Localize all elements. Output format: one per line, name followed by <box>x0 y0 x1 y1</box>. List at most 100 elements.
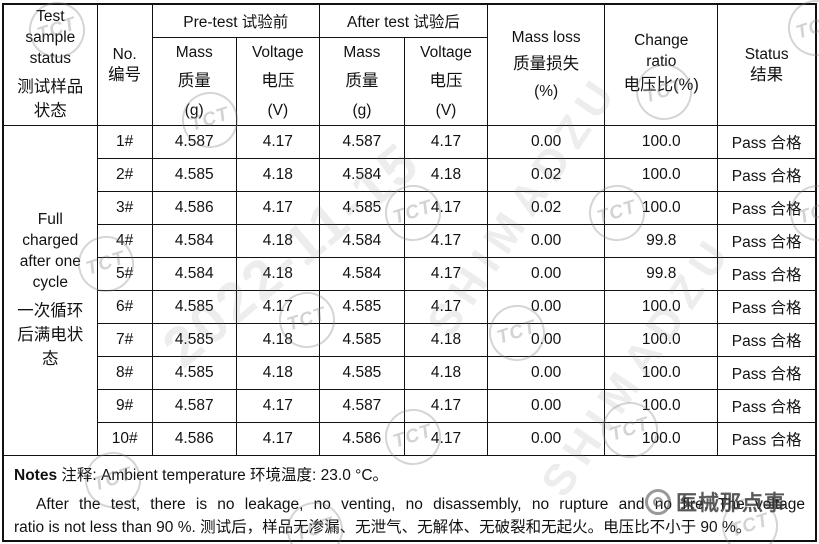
after-mass-cell: 4.584 <box>318 223 405 258</box>
pre-mass-cell: 4.585 <box>151 355 237 390</box>
after-mass-cell: 4.585 <box>318 355 405 390</box>
header-after-voltage-zh: 电压 <box>429 71 463 90</box>
after-voltage-cell: 4.17 <box>403 421 489 456</box>
header-test-sample-status-zh: 测试样品状态 <box>17 78 84 121</box>
no-cell: 10# <box>96 421 153 456</box>
change-ratio-cell: 99.8 <box>604 256 719 291</box>
change-ratio-cell: 100.0 <box>604 322 719 357</box>
notes-ambient-line: Notes 注释: Ambient temperature 环境温度: 23.0… <box>14 464 805 488</box>
after-mass-cell: 4.585 <box>318 322 405 357</box>
after-voltage-cell: 4.18 <box>403 355 489 390</box>
status-cell: Pass 合格 <box>717 355 817 390</box>
after-voltage-cell: 4.17 <box>403 289 489 324</box>
header-mass-loss-en: Mass loss <box>511 29 581 47</box>
after-mass-cell: 4.584 <box>318 256 405 291</box>
header-pre-mass-unit: (g) <box>184 101 204 119</box>
notes-conclusion-line-1: After the test, there is no leakage, no … <box>36 495 805 513</box>
after-mass-cell: 4.584 <box>318 157 405 192</box>
pre-voltage-cell: 4.17 <box>235 124 320 159</box>
header-mass-loss-unit: (%) <box>534 83 559 101</box>
pre-mass-cell: 4.585 <box>151 289 237 324</box>
header-after-mass: Mass 质量 (g) <box>318 36 405 126</box>
header-after-voltage-en: Voltage <box>420 43 472 61</box>
header-after-mass-unit: (g) <box>352 101 372 119</box>
pre-voltage-cell: 4.17 <box>235 289 320 324</box>
header-after-voltage: Voltage 电压 (V) <box>403 36 489 126</box>
notes-ambient-text: 注释: Ambient temperature 环境温度: 23.0 °C。 <box>57 466 389 484</box>
header-change-ratio-zh: 电压比(%) <box>623 76 699 95</box>
sample-status-zh: 一次循环后满电状态 <box>17 302 84 368</box>
header-after-voltage-unit: (V) <box>435 101 457 119</box>
header-mass-loss-zh: 质量损失 <box>513 55 580 74</box>
header-change-ratio-en1: Change <box>634 32 689 50</box>
after-mass-cell: 4.585 <box>318 190 405 225</box>
pre-voltage-cell: 4.18 <box>235 256 320 291</box>
after-voltage-cell: 4.17 <box>403 124 489 159</box>
header-after-mass-en: Mass <box>343 43 381 61</box>
change-ratio-cell: 100.0 <box>604 355 719 390</box>
header-status-en: Status <box>744 45 789 63</box>
notes-label: Notes <box>14 466 58 484</box>
header-mass-loss: Mass loss 质量损失 (%) <box>487 3 606 126</box>
after-voltage-cell: 4.17 <box>403 223 489 258</box>
pre-voltage-cell: 4.18 <box>235 223 320 258</box>
header-no: No. 编号 <box>96 3 153 126</box>
pre-mass-cell: 4.586 <box>151 421 237 456</box>
header-pre-mass-en: Mass <box>175 43 213 61</box>
status-cell: Pass 合格 <box>717 421 817 456</box>
table-row: Full charged after one cycle 一次循环后满电状态 1… <box>2 124 817 456</box>
header-pre-voltage: Voltage 电压 (V) <box>235 36 320 126</box>
no-cell: 7# <box>96 322 153 357</box>
table-row: 2# 4.585 4.18 4.584 4.18 0.02 100.0 Pass… <box>3 157 817 192</box>
report-table: Test sample status 测试样品状态 No. 编号 Pre-tes… <box>2 3 817 542</box>
status-cell: Pass 合格 <box>717 124 817 159</box>
table-row: 5# 4.584 4.18 4.584 4.17 0.00 99.8 Pass … <box>3 256 817 291</box>
pre-voltage-cell: 4.18 <box>235 355 320 390</box>
header-pre-test: Pre-test 试验前 <box>151 3 320 38</box>
table-row: 10# 4.586 4.17 4.586 4.17 0.00 100.0 Pas… <box>3 421 817 456</box>
no-cell: 9# <box>96 388 153 423</box>
change-ratio-cell: 100.0 <box>604 289 719 324</box>
after-mass-cell: 4.587 <box>318 124 405 159</box>
after-voltage-cell: 4.17 <box>403 256 489 291</box>
header-after-mass-zh: 质量 <box>345 71 379 90</box>
change-ratio-cell: 100.0 <box>604 157 719 192</box>
status-cell: Pass 合格 <box>717 322 817 357</box>
after-voltage-cell: 4.18 <box>403 322 489 357</box>
header-pre-voltage-unit: (V) <box>267 101 289 119</box>
header-row-1: Test sample status 测试样品状态 No. 编号 Pre-tes… <box>2 3 817 126</box>
header-after-test: After test 试验后 <box>318 3 489 38</box>
status-cell: Pass 合格 <box>717 388 817 423</box>
table-row: 4# 4.584 4.18 4.584 4.17 0.00 99.8 Pass … <box>3 223 817 258</box>
after-voltage-cell: 4.17 <box>403 190 489 225</box>
pre-mass-cell: 4.587 <box>151 124 237 159</box>
header-row-2: Mass 质量 (g) Voltage 电压 (V) Mass 质量 (g) V… <box>3 36 816 126</box>
mass-loss-cell: 0.02 <box>487 190 606 225</box>
mass-loss-cell: 0.00 <box>487 289 606 324</box>
notes-cell: Notes 注释: Ambient temperature 环境温度: 23.0… <box>2 454 817 542</box>
header-test-sample-status-en: Test sample status <box>25 8 76 68</box>
status-cell: Pass 合格 <box>717 256 817 291</box>
status-cell: Pass 合格 <box>717 223 817 258</box>
mass-loss-cell: 0.02 <box>487 157 606 192</box>
table-row: 9# 4.587 4.17 4.587 4.17 0.00 100.0 Pass… <box>3 388 817 423</box>
pre-voltage-cell: 4.18 <box>235 157 320 192</box>
no-cell: 2# <box>96 157 153 192</box>
pre-mass-cell: 4.586 <box>151 190 237 225</box>
status-cell: Pass 合格 <box>717 157 817 192</box>
change-ratio-cell: 100.0 <box>604 190 719 225</box>
pre-voltage-cell: 4.17 <box>235 388 320 423</box>
header-status-zh: 结果 <box>750 65 784 84</box>
mass-loss-cell: 0.00 <box>487 256 606 291</box>
change-ratio-cell: 100.0 <box>604 388 719 423</box>
no-cell: 8# <box>96 355 153 390</box>
no-cell: 6# <box>96 289 153 324</box>
status-cell: Pass 合格 <box>717 289 817 324</box>
header-pre-mass: Mass 质量 (g) <box>151 36 237 126</box>
notes-row: Notes 注释: Ambient temperature 环境温度: 23.0… <box>2 454 817 542</box>
header-pre-mass-zh: 质量 <box>177 71 211 90</box>
table-row: 7# 4.585 4.18 4.585 4.18 0.00 100.0 Pass… <box>3 322 817 357</box>
pre-mass-cell: 4.585 <box>151 322 237 357</box>
after-voltage-cell: 4.18 <box>403 157 489 192</box>
sample-status-en: Full charged after one cycle <box>19 211 81 291</box>
